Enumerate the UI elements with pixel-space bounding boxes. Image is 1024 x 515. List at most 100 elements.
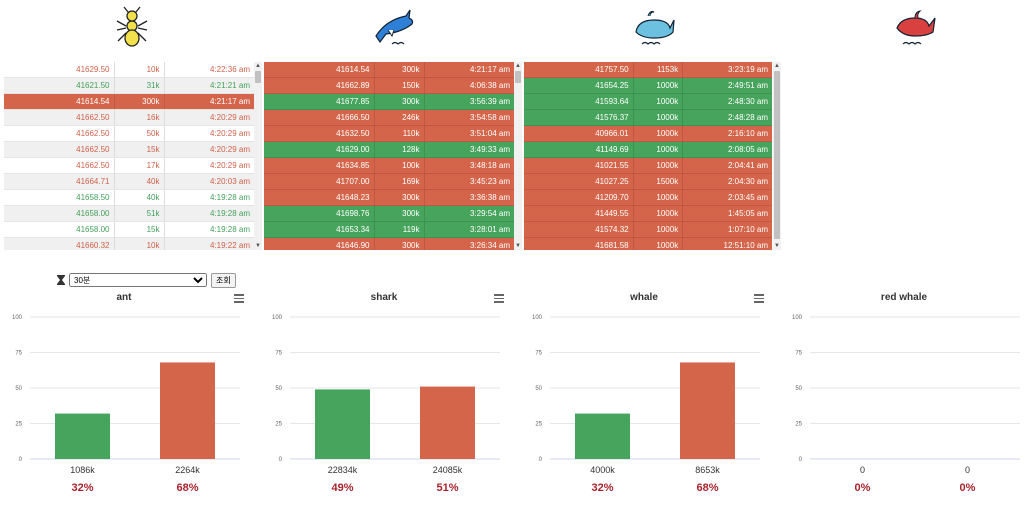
qty-cell: 1500k: [633, 173, 684, 190]
bar: [55, 413, 110, 459]
time-cell: 4:19:28 am: [164, 205, 254, 222]
period-select[interactable]: 30분: [69, 273, 207, 287]
price-cell: 41660.32: [4, 237, 115, 250]
price-cell: 41629.00: [264, 141, 375, 158]
price-cell: 41658.00: [4, 221, 115, 238]
trade-row: 41658.00 15k 4:19:28 am: [4, 221, 254, 238]
trade-row: 41614.54 300k 4:21:17 am: [4, 93, 254, 110]
trade-row: 41707.00 169k 3:45:23 am: [264, 173, 514, 190]
time-cell: 4:21:17 am: [424, 62, 514, 78]
price-cell: 41664.71: [4, 173, 115, 190]
ant-trades-scrollbar[interactable]: ▲ ▼: [254, 62, 262, 250]
bar: [315, 389, 370, 459]
time-cell: 3:28:01 am: [424, 221, 514, 238]
trade-row: 41634.85 100k 3:48:18 am: [264, 157, 514, 174]
qty-cell: 119k: [374, 221, 425, 238]
price-cell: 41621.50: [4, 77, 115, 94]
price-cell: 41209.70: [524, 189, 634, 206]
x-category-label: 2264k: [175, 465, 200, 475]
qty-cell: 1000k: [633, 109, 684, 126]
search-button[interactable]: 조회: [211, 272, 236, 288]
time-cell: 3:26:34 am: [424, 237, 514, 250]
y-tick-label: 100: [792, 315, 803, 321]
shark-chart: shark 0 25 50 75 100 22834k 24085k 49% 51%: [264, 288, 504, 510]
time-cell: 4:19:28 am: [164, 221, 254, 238]
x-category-label: 24085k: [433, 465, 463, 475]
whale-trades-scrollbar[interactable]: ▲ ▼: [773, 62, 781, 250]
trade-row: 41658.50 40k 4:19:28 am: [4, 189, 254, 206]
y-tick-label: 0: [19, 457, 23, 463]
qty-cell: 110k: [374, 125, 425, 142]
price-cell: 41677.85: [264, 93, 375, 110]
qty-cell: 1153k: [633, 62, 684, 78]
qty-cell: 1000k: [633, 205, 684, 222]
percent-label: 32%: [71, 482, 94, 494]
shark-trades-scrollbar[interactable]: ▲ ▼: [514, 62, 522, 250]
qty-cell: 51k: [114, 205, 165, 222]
chart-menu-icon[interactable]: [494, 294, 504, 305]
y-tick-label: 0: [799, 457, 803, 463]
chart-title: shark: [370, 292, 398, 303]
percent-label: 68%: [176, 482, 199, 494]
price-cell: 41658.50: [4, 189, 115, 206]
time-cell: 1:45:05 am: [682, 205, 772, 222]
bar: [420, 386, 475, 459]
chart-menu-icon[interactable]: [754, 294, 764, 305]
qty-cell: 300k: [114, 93, 165, 110]
qty-cell: 10k: [114, 62, 165, 78]
qty-cell: 1000k: [633, 125, 684, 142]
qty-cell: 300k: [374, 189, 425, 206]
qty-cell: 15k: [114, 221, 165, 238]
time-cell: 3:54:58 am: [424, 109, 514, 126]
trade-row: 41021.55 1000k 2:04:41 am: [524, 157, 772, 174]
y-tick-label: 100: [272, 315, 283, 321]
trade-row: 41449.55 1000k 1:45:05 am: [524, 205, 772, 222]
qty-cell: 300k: [374, 237, 425, 250]
whale-trades-table: 41757.50 1153k 3:23:19 am 41654.25 1000k 2:49…: [524, 62, 772, 250]
time-cell: 4:20:29 am: [164, 141, 254, 158]
time-cell: 4:21:21 am: [164, 77, 254, 94]
chart-plot: 0 25 50 75 100 1086k 2264k: [12, 315, 240, 475]
price-cell: 41662.50: [4, 157, 115, 174]
trade-row: 41632.50 110k 3:51:04 am: [264, 125, 514, 142]
trade-row: 41574.32 1000k 1:07:10 am: [524, 221, 772, 238]
trade-row: 41662.50 17k 4:20:29 am: [4, 157, 254, 174]
price-cell: 41632.50: [264, 125, 375, 142]
price-cell: 41576.37: [524, 109, 634, 126]
trade-row: 41662.89 150k 4:06:38 am: [264, 77, 514, 94]
trade-row: 41654.25 1000k 2:49:51 am: [524, 77, 772, 94]
time-cell: 3:36:38 am: [424, 189, 514, 206]
qty-cell: 10k: [114, 237, 165, 250]
time-cell: 3:29:54 am: [424, 205, 514, 222]
price-cell: 41662.89: [264, 77, 375, 94]
chart-title: red whale: [880, 292, 928, 303]
x-category-label: 22834k: [328, 465, 358, 475]
trade-row: 41664.71 40k 4:20:03 am: [4, 173, 254, 190]
time-cell: 2:48:28 am: [682, 109, 772, 126]
red-whale-icon: [896, 10, 936, 45]
percent-label: 0%: [959, 482, 976, 494]
price-cell: 41654.25: [524, 77, 634, 94]
whale-chart: whale 0 25 50 75 100 4000k 8653k 32% 68%: [524, 288, 764, 510]
qty-cell: 246k: [374, 109, 425, 126]
y-tick-label: 25: [275, 422, 282, 428]
shark-icon: [375, 9, 414, 45]
price-cell: 41021.55: [524, 157, 634, 174]
time-cell: 4:06:38 am: [424, 77, 514, 94]
trade-row: 41149.69 1000k 2:08:05 am: [524, 141, 772, 158]
time-cell: 4:20:29 am: [164, 109, 254, 126]
chart-menu-icon[interactable]: [234, 294, 244, 305]
time-cell: 2:04:41 am: [682, 157, 772, 174]
y-tick-label: 75: [795, 351, 802, 357]
trade-row: 41614.54 300k 4:21:17 am: [264, 62, 514, 78]
qty-cell: 1000k: [633, 77, 684, 94]
chart-plot: 0 25 50 75 100 4000k 8653k: [532, 315, 760, 475]
price-cell: 41027.25: [524, 173, 634, 190]
y-tick-label: 25: [535, 422, 542, 428]
price-cell: 41648.23: [264, 189, 375, 206]
x-category-label: 4000k: [590, 465, 615, 475]
time-cell: 2:16:10 am: [682, 125, 772, 142]
qty-cell: 1000k: [633, 189, 684, 206]
trade-row: 41666.50 246k 3:54:58 am: [264, 109, 514, 126]
y-tick-label: 25: [795, 422, 802, 428]
